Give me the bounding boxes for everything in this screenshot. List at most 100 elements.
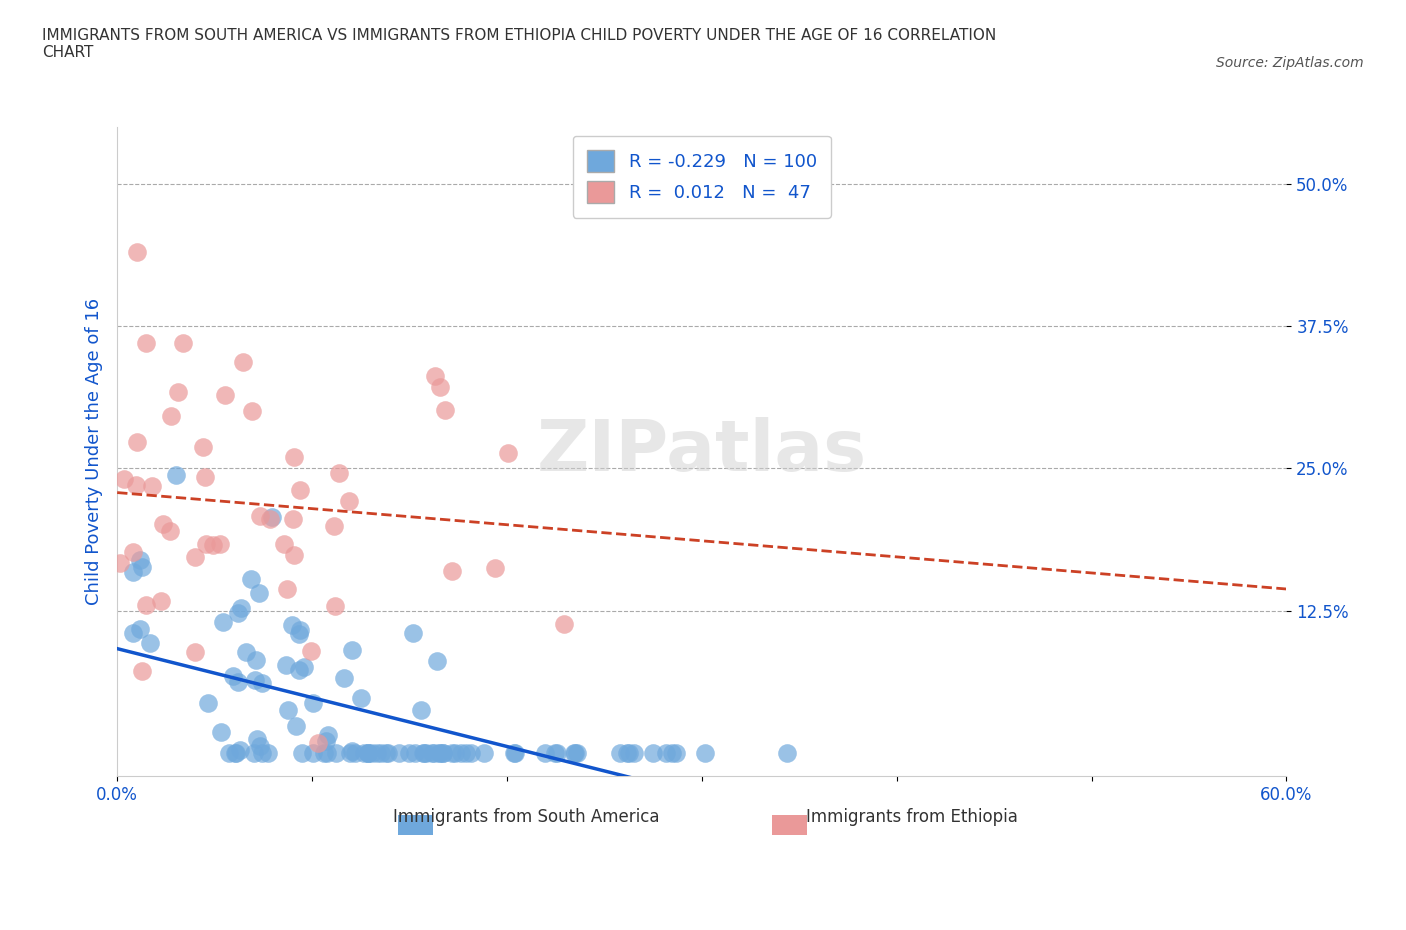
Point	[232, 354, 254, 369]
Point	[273, 537, 295, 551]
Point	[357, 746, 380, 761]
Point	[655, 746, 678, 761]
Point	[202, 538, 225, 552]
Point	[546, 746, 568, 761]
Text: Source: ZipAtlas.com: Source: ZipAtlas.com	[1216, 56, 1364, 70]
Point	[333, 671, 356, 685]
Point	[245, 653, 267, 668]
Point	[165, 468, 187, 483]
Point	[110, 556, 132, 571]
Text: ZIPatlas: ZIPatlas	[537, 417, 868, 485]
Point	[484, 561, 506, 576]
Point	[388, 746, 411, 761]
Point	[401, 626, 423, 641]
Point	[472, 746, 495, 761]
Point	[301, 696, 323, 711]
Point	[172, 336, 194, 351]
Point	[240, 404, 263, 418]
Point	[565, 746, 588, 761]
Point	[260, 510, 283, 525]
Point	[661, 746, 683, 761]
Point	[429, 746, 451, 761]
Point	[247, 586, 270, 601]
Point	[243, 746, 266, 761]
Point	[562, 746, 585, 761]
Point	[609, 746, 631, 761]
Point	[183, 644, 205, 659]
Point	[375, 746, 398, 761]
Point	[420, 746, 443, 761]
Point	[409, 703, 432, 718]
Point	[235, 645, 257, 660]
FancyBboxPatch shape	[398, 815, 433, 834]
Point	[775, 746, 797, 761]
Point	[280, 618, 302, 633]
Point	[323, 599, 346, 614]
Point	[496, 446, 519, 461]
Legend: R = -0.229   N = 100, R =  0.012   N =  47: R = -0.229 N = 100, R = 0.012 N = 47	[572, 136, 831, 218]
Point	[616, 746, 638, 761]
Point	[129, 622, 152, 637]
Point	[281, 512, 304, 526]
Point	[250, 746, 273, 761]
Point	[121, 565, 143, 579]
Point	[226, 605, 249, 620]
Point	[426, 653, 449, 668]
Point	[641, 746, 664, 761]
Point	[353, 746, 375, 761]
Point	[135, 336, 157, 351]
Point	[454, 746, 477, 761]
Point	[323, 519, 346, 534]
Point	[284, 719, 307, 734]
Point	[432, 746, 454, 761]
Point	[212, 615, 235, 630]
Point	[240, 571, 263, 586]
Point	[427, 746, 450, 761]
Point	[159, 409, 181, 424]
Point	[553, 617, 575, 631]
Point	[243, 672, 266, 687]
Point	[440, 564, 463, 578]
Point	[249, 509, 271, 524]
Point	[224, 746, 246, 761]
Point	[444, 746, 467, 761]
Point	[288, 623, 311, 638]
Point	[328, 465, 350, 480]
Point	[370, 746, 392, 761]
Point	[288, 627, 311, 642]
Point	[125, 245, 148, 259]
Point	[350, 691, 373, 706]
Point	[226, 674, 249, 689]
Point	[208, 537, 231, 551]
Point	[301, 644, 323, 658]
Point	[195, 537, 218, 551]
Point	[357, 746, 380, 761]
Point	[167, 385, 190, 400]
Point	[249, 738, 271, 753]
Point	[360, 746, 382, 761]
Point	[125, 478, 148, 493]
Point	[283, 548, 305, 563]
Point	[257, 746, 280, 761]
Point	[315, 746, 337, 761]
Point	[218, 746, 240, 761]
Point	[423, 368, 446, 383]
Point	[225, 746, 247, 761]
Point	[665, 746, 688, 761]
Point	[191, 440, 214, 455]
Text: Immigrants from Ethiopia: Immigrants from Ethiopia	[807, 807, 1018, 826]
Point	[125, 434, 148, 449]
FancyBboxPatch shape	[772, 815, 807, 834]
Point	[229, 742, 252, 757]
Point	[231, 601, 253, 616]
Point	[222, 669, 245, 684]
Point	[357, 746, 380, 761]
Point	[342, 744, 364, 759]
Point	[460, 746, 482, 761]
Point	[246, 732, 269, 747]
Point	[197, 696, 219, 711]
Point	[291, 746, 314, 761]
Point	[292, 659, 315, 674]
Point	[544, 746, 567, 761]
Point	[149, 593, 172, 608]
